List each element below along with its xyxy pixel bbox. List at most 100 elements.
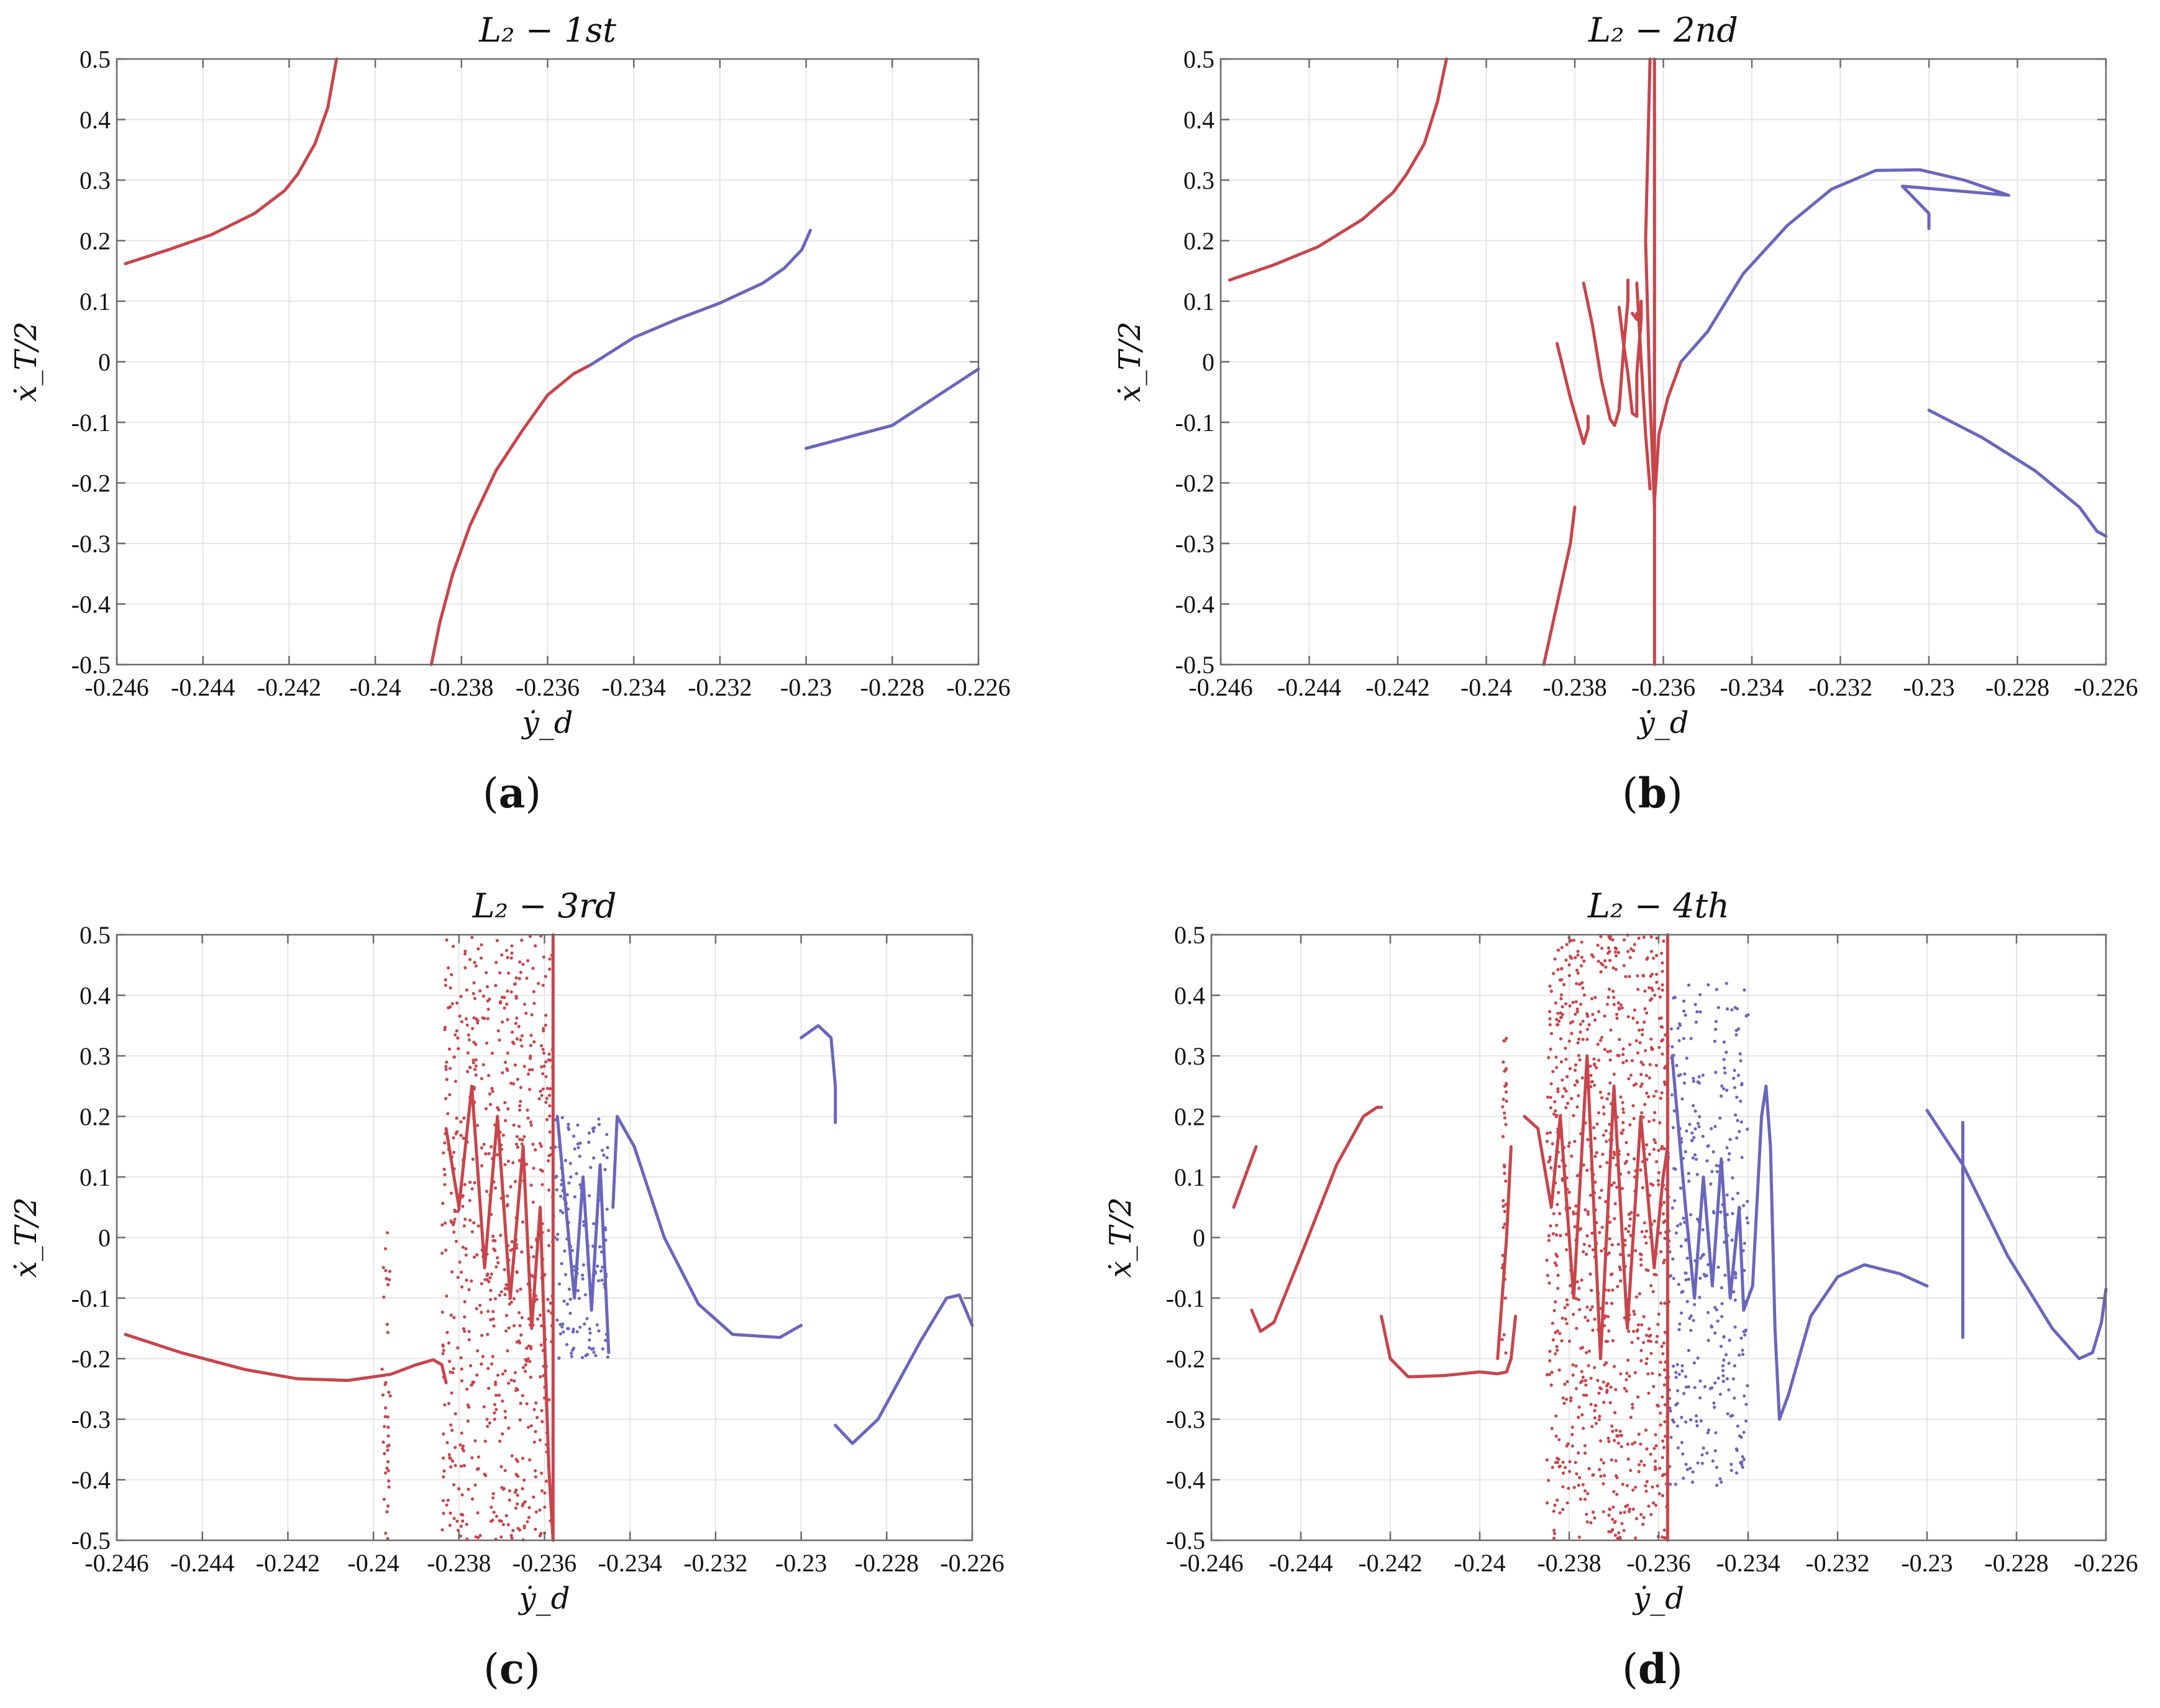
- scatter-point: [578, 1155, 581, 1158]
- scatter-point: [1608, 937, 1612, 941]
- scatter-point: [520, 1315, 524, 1320]
- scatter-point: [1593, 1366, 1597, 1370]
- scatter-point: [468, 1066, 472, 1070]
- scatter-point: [441, 1344, 445, 1348]
- scatter-point: [1644, 1048, 1647, 1053]
- scatter-point: [523, 1370, 527, 1373]
- scatter-point: [1662, 1528, 1666, 1532]
- scatter-point: [1741, 1348, 1744, 1352]
- scatter-point: [1628, 1217, 1632, 1221]
- y-tick-label: -0.2: [71, 1345, 111, 1373]
- scatter-point: [1654, 953, 1659, 958]
- scatter-point: [506, 1018, 509, 1022]
- scatter-point: [1716, 1265, 1720, 1269]
- scatter-point: [1620, 1131, 1623, 1135]
- scatter-point: [1742, 1330, 1746, 1333]
- scatter-point: [1684, 1385, 1688, 1389]
- scatter-point: [463, 1329, 467, 1333]
- scatter-point: [1638, 1252, 1643, 1256]
- x-tick-label: -0.226: [2074, 673, 2138, 701]
- scatter-point: [485, 1417, 489, 1421]
- scatter-point: [1576, 950, 1580, 953]
- scatter-point: [1577, 1053, 1581, 1058]
- scatter-point: [1556, 1012, 1560, 1015]
- scatter-point: [1545, 1140, 1549, 1143]
- scatter-point: [536, 1317, 540, 1321]
- scatter-point: [1639, 1060, 1643, 1064]
- scatter-point: [1582, 1250, 1585, 1253]
- scatter-point: [1559, 993, 1564, 997]
- scatter-point: [526, 1520, 529, 1524]
- scatter-point: [1643, 1020, 1646, 1024]
- scatter-point: [1578, 1058, 1582, 1062]
- scatter-point: [1558, 1511, 1562, 1515]
- scatter-point: [1559, 967, 1564, 971]
- scatter-point: [453, 1079, 458, 1083]
- scatter-point: [1680, 1364, 1684, 1368]
- scatter-point: [456, 1036, 460, 1040]
- y-tick-label: 0.1: [1174, 1163, 1205, 1191]
- scatter-point: [447, 1341, 451, 1345]
- scatter-point: [1560, 978, 1564, 981]
- scatter-point: [1722, 1087, 1726, 1091]
- scatter-point: [1662, 1341, 1666, 1345]
- scatter-point: [1587, 1349, 1591, 1353]
- scatter-point: [1670, 1093, 1674, 1097]
- scatter-point: [461, 1519, 465, 1523]
- scatter-point: [476, 1455, 480, 1459]
- scatter-point: [1629, 947, 1633, 951]
- scatter-point: [1552, 1309, 1556, 1312]
- scatter-point: [1652, 1384, 1656, 1388]
- scatter-point: [519, 1086, 523, 1089]
- scatter-point: [1739, 1435, 1743, 1439]
- scatter-point: [1605, 1140, 1608, 1143]
- scatter-point: [1613, 1533, 1617, 1537]
- series-line-red: [124, 1333, 448, 1384]
- scatter-point: [1598, 1090, 1602, 1094]
- scatter-point: [547, 1052, 551, 1056]
- scatter-point: [1604, 1200, 1608, 1204]
- scatter-point: [1688, 1122, 1692, 1126]
- scatter-point: [493, 1402, 496, 1407]
- scatter-point: [1739, 1336, 1743, 1340]
- x-tick-label: -0.23: [1903, 673, 1954, 701]
- scatter-point: [463, 1217, 467, 1221]
- scatter-point: [1743, 1242, 1746, 1245]
- scatter-point: [488, 1276, 492, 1279]
- scatter-point: [1643, 1463, 1646, 1467]
- scatter-point: [1585, 1305, 1589, 1309]
- scatter-point: [1725, 1377, 1729, 1381]
- scatter-point: [1561, 1507, 1565, 1511]
- scatter-point: [507, 971, 511, 975]
- scatter-point: [499, 1233, 503, 1237]
- scatter-point: [557, 1282, 562, 1286]
- scatter-point: [1684, 1420, 1688, 1424]
- scatter-point: [1549, 1106, 1552, 1110]
- scatter-point: [1628, 1224, 1631, 1228]
- x-tick-label: -0.242: [1358, 1549, 1422, 1577]
- scatter-point: [509, 1301, 513, 1304]
- scatter-point: [572, 1134, 576, 1138]
- scatter-point: [544, 1101, 548, 1104]
- scatter-point: [1593, 1137, 1597, 1140]
- scatter-point: [1649, 1351, 1653, 1355]
- scatter-point: [1734, 1029, 1738, 1032]
- scatter-point: [1645, 1091, 1649, 1095]
- scatter-point: [1616, 1441, 1620, 1445]
- scatter-point: [539, 1168, 542, 1172]
- series-line-red: [1380, 1314, 1518, 1379]
- scatter-point: [1565, 1379, 1569, 1384]
- scatter-point: [494, 961, 498, 965]
- scatter-point: [1605, 1002, 1610, 1006]
- scatter-point: [1633, 1371, 1637, 1374]
- scatter-point: [448, 1524, 452, 1527]
- scatter-point: [1622, 1529, 1626, 1532]
- scatter-point: [1560, 1339, 1564, 1343]
- scatter-point: [490, 1362, 494, 1366]
- scatter-point: [1580, 940, 1584, 944]
- scatter-point: [488, 1297, 493, 1301]
- x-tick-label: -0.232: [1808, 673, 1872, 701]
- scatter-point: [531, 1142, 535, 1147]
- scatter-point: [1720, 1302, 1724, 1306]
- scatter-point: [484, 1107, 488, 1111]
